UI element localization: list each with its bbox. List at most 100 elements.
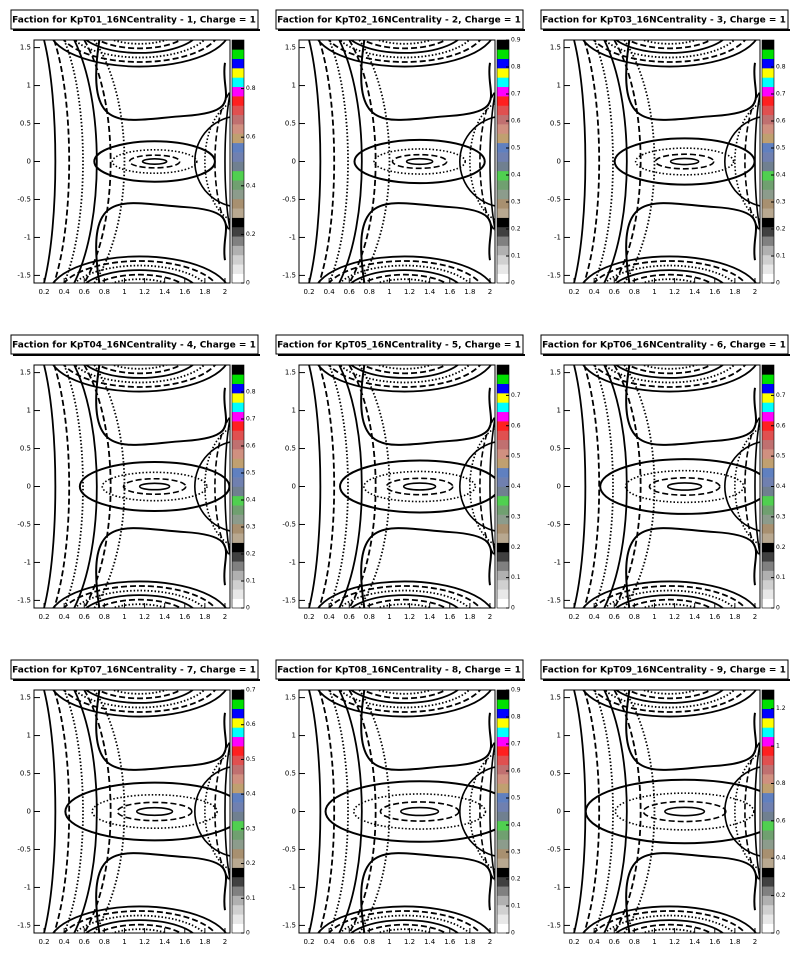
z-tick-label: 0.1: [776, 574, 786, 581]
colorbar-band: [497, 217, 509, 228]
y-tick-label: -1: [289, 883, 296, 891]
contour-line: [338, 690, 363, 933]
colorbar-band: [232, 458, 244, 469]
contour-line: [360, 40, 493, 121]
contour-line: [308, 690, 322, 933]
colorbar-band: [762, 180, 774, 190]
x-tick-label: 0.4: [589, 938, 601, 946]
contour-line: [603, 690, 736, 709]
colorbar-band: [762, 68, 774, 78]
colorbar-band: [232, 77, 244, 88]
x-tick-label: 2: [753, 288, 757, 296]
contour-line: [375, 690, 434, 695]
y-tick-label: 1: [557, 732, 561, 740]
contour-line: [361, 690, 448, 700]
x-tick-label: 2: [488, 288, 492, 296]
colorbar-band: [762, 264, 774, 274]
contour-line: [96, 40, 183, 50]
colorbar-band: [232, 764, 244, 775]
colorbar-band: [497, 383, 509, 394]
y-tick-label: 1.5: [285, 44, 296, 52]
colorbar-band: [232, 533, 244, 543]
z-tick-label: 0.6: [776, 118, 786, 125]
z-tick-label: 0.1: [511, 903, 521, 910]
contour-line: [224, 89, 230, 234]
y-tick-label: -1.5: [547, 271, 561, 279]
colorbar-band: [232, 86, 244, 97]
contour-line: [625, 852, 758, 933]
y-tick-label: 0.5: [285, 120, 296, 128]
colorbar-band: [232, 467, 244, 478]
colorbar-band: [497, 570, 509, 581]
x-tick-label: 1.6: [444, 613, 456, 621]
contour-line: [110, 603, 169, 608]
colorbar-band: [232, 839, 244, 850]
contour-line: [459, 116, 495, 207]
contour-line: [52, 905, 227, 933]
panel: Faction for KpT02_16NCentrality - 2, Cha…: [275, 9, 525, 296]
z-tick-label: 0.2: [511, 876, 521, 883]
colorbar-band: [232, 876, 244, 887]
colorbar-band: [497, 886, 509, 896]
colorbar-band: [762, 217, 774, 228]
contour-line: [634, 147, 735, 176]
contour-line: [64, 781, 230, 842]
colorbar-band: [762, 245, 774, 256]
contour-line: [194, 766, 230, 857]
y-tick-label: 1: [292, 82, 296, 90]
panel-title: Faction for KpT06_16NCentrality - 6, Cha…: [542, 341, 786, 351]
colorbar-band: [232, 514, 244, 525]
contour-line: [666, 482, 703, 491]
x-tick-label: 0.2: [568, 938, 579, 946]
colorbar-band: [762, 923, 774, 934]
x-tick-label: 2: [488, 938, 492, 946]
contour-line: [52, 580, 227, 608]
z-tick-label: 0.7: [776, 91, 786, 98]
colorbar-band: [497, 477, 509, 487]
y-tick-label: -0.5: [282, 520, 296, 528]
colorbar-band: [762, 708, 774, 719]
colorbar-band: [232, 152, 244, 162]
colorbar-band: [497, 273, 509, 284]
contour-line: [614, 594, 725, 608]
contour-line: [593, 690, 614, 933]
x-tick-label: 0.2: [303, 938, 314, 946]
y-tick-label: 1.5: [285, 694, 296, 702]
z-tick-label: 0.2: [246, 231, 256, 238]
contour-line: [224, 739, 230, 884]
x-tick-label: 0.4: [589, 613, 601, 621]
contour-line: [122, 477, 187, 496]
z-tick-label: 1: [776, 743, 780, 750]
x-tick-label: 0.6: [79, 938, 91, 946]
contour-line: [582, 40, 757, 68]
contour-line: [95, 40, 228, 121]
contour-line: [63, 40, 84, 283]
panel: Faction for KpT05_16NCentrality - 5, Cha…: [275, 334, 525, 621]
colorbar-band: [762, 727, 774, 738]
colorbar-band: [762, 170, 774, 181]
contour-line: [349, 594, 460, 608]
colorbar-band: [232, 374, 244, 384]
colorbar-band: [497, 133, 509, 144]
colorbar-band: [762, 839, 774, 850]
z-tick-label: 0.4: [776, 483, 786, 490]
colorbar-band: [762, 393, 774, 403]
contour-line: [349, 919, 460, 933]
x-tick-label: 0.4: [324, 288, 336, 296]
colorbar-band: [762, 236, 774, 246]
z-tick-label: 0: [246, 280, 250, 287]
contour-line: [640, 603, 699, 608]
contour-line: [317, 580, 492, 608]
x-tick-label: 1: [122, 613, 126, 621]
colorbar-band: [497, 820, 509, 831]
contour-line: [73, 690, 98, 933]
contour-line: [339, 459, 495, 514]
colorbar-band: [762, 876, 774, 887]
y-tick-label: 1: [27, 82, 31, 90]
colorbar-band: [762, 690, 774, 700]
z-tick-label: 0.6: [776, 422, 786, 429]
colorbar-band: [762, 114, 774, 125]
colorbar-band: [232, 439, 244, 450]
colorbar-band: [497, 245, 509, 256]
